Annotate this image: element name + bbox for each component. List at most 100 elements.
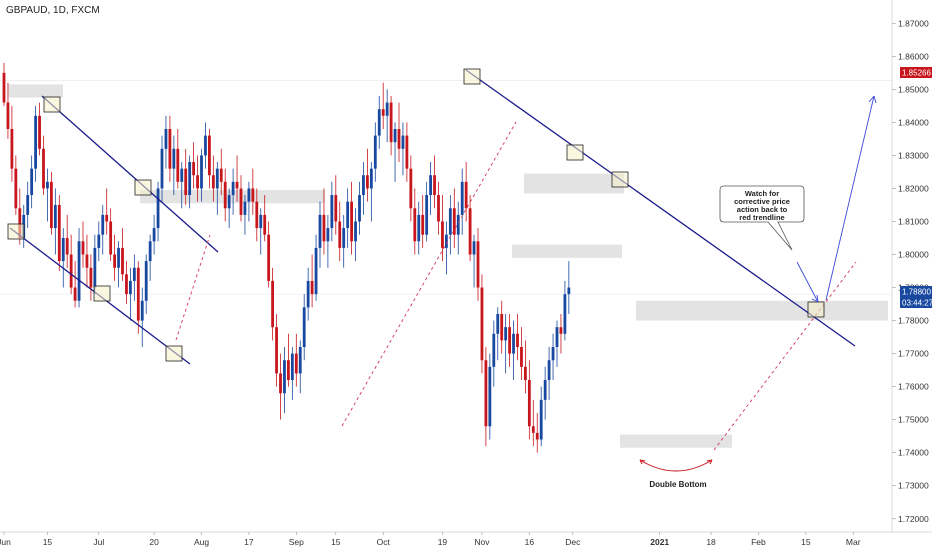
candle — [555, 320, 559, 367]
candle-body — [456, 214, 460, 235]
touch-box-0 — [7, 223, 25, 240]
candle — [113, 234, 116, 281]
candle — [259, 208, 263, 255]
time-tick-label: Nov — [474, 537, 490, 547]
candle-body — [298, 347, 302, 374]
candle — [117, 241, 120, 288]
candle — [504, 313, 508, 374]
candle — [251, 168, 255, 215]
channel-trendline-0 — [41, 95, 219, 253]
time-tick-label: Jul — [93, 537, 104, 547]
candle — [547, 347, 551, 400]
candle-body — [275, 327, 278, 374]
candle-body — [136, 267, 140, 321]
candle-body — [2, 72, 6, 103]
candle — [196, 155, 199, 202]
candle-body — [121, 247, 124, 275]
price-tick-label: 1.80000 — [898, 250, 929, 260]
candle-body — [429, 175, 432, 196]
time-tick-label: Sep — [289, 537, 304, 547]
candle — [136, 261, 140, 334]
candle — [433, 155, 436, 209]
candle-body — [6, 102, 10, 129]
candle — [456, 201, 460, 255]
candle-body — [132, 267, 136, 281]
candle — [464, 162, 468, 222]
time-tick-label: 2021 — [650, 537, 669, 547]
candle — [369, 162, 373, 222]
zone-2 — [524, 173, 624, 194]
candle-body — [109, 221, 113, 255]
candle-body — [500, 313, 504, 341]
candle-body — [140, 300, 144, 321]
price-tick-label: 1.73000 — [898, 481, 929, 491]
touch-box-7 — [611, 171, 629, 188]
candle-body — [421, 214, 425, 235]
candle-body — [516, 333, 519, 348]
level-price-tag: 1.85266 — [900, 67, 932, 78]
candle-body — [81, 241, 85, 255]
candle — [69, 234, 73, 295]
candle-body — [283, 360, 286, 394]
candle — [425, 181, 429, 242]
candle-body — [211, 175, 215, 189]
price-tick-label: 1.84000 — [898, 117, 929, 127]
price-tick-label: 1.78000 — [898, 316, 929, 326]
candle — [46, 168, 49, 222]
candle — [227, 188, 231, 229]
candle — [211, 155, 215, 202]
candle — [204, 122, 207, 169]
touch-box-2 — [93, 285, 111, 302]
candle — [318, 201, 322, 268]
candle-body — [547, 360, 551, 381]
candle-body — [97, 234, 101, 248]
candle — [535, 413, 539, 453]
candle-body — [243, 201, 247, 215]
candle — [271, 267, 274, 341]
candle — [283, 347, 286, 414]
time-tick-label: Aug — [194, 537, 209, 547]
candle — [42, 135, 45, 196]
candle — [326, 214, 330, 268]
candle — [287, 333, 290, 387]
price-tick-label: 1.85000 — [898, 84, 929, 94]
candle-body — [192, 162, 195, 176]
time-axis[interactable]: Jun 15 Jul 20 Aug 17 Sep 15 Oct 19 Nov 16 Dec 2021 18 F… — [0, 531, 932, 547]
candle — [184, 148, 188, 205]
candle — [215, 162, 219, 215]
candle — [125, 261, 128, 305]
candle-body — [231, 181, 235, 196]
candle-body — [279, 373, 282, 394]
candle-body — [563, 294, 567, 334]
time-tick-label: 15 — [331, 537, 341, 547]
candle — [527, 360, 531, 440]
candle — [563, 280, 567, 341]
candle-body — [73, 287, 77, 301]
candle-body — [302, 307, 306, 348]
candle-body — [164, 128, 168, 149]
candle-body — [322, 214, 326, 242]
price-tick-label: 1.74000 — [898, 448, 929, 458]
candle — [441, 195, 444, 262]
candle-body — [46, 181, 49, 189]
last-price-text: 1.78800 — [902, 288, 931, 297]
candle-body — [508, 327, 511, 354]
candle-body — [476, 241, 480, 288]
candle — [306, 267, 310, 321]
candle-body — [117, 247, 120, 268]
candle — [34, 105, 37, 182]
candle-body — [57, 204, 61, 262]
candle-body — [338, 221, 342, 248]
candle-body — [208, 135, 211, 176]
chart-title: GBPAUD, 1D, FXCM — [6, 5, 100, 16]
candle-body — [397, 128, 401, 149]
candle-body — [318, 214, 322, 248]
callout-line-2: corrective price — [734, 197, 790, 206]
candle — [322, 188, 326, 255]
candle-body — [53, 204, 57, 229]
double-bottom-arc — [639, 459, 713, 472]
candle-body — [227, 195, 231, 209]
candle — [223, 168, 227, 222]
